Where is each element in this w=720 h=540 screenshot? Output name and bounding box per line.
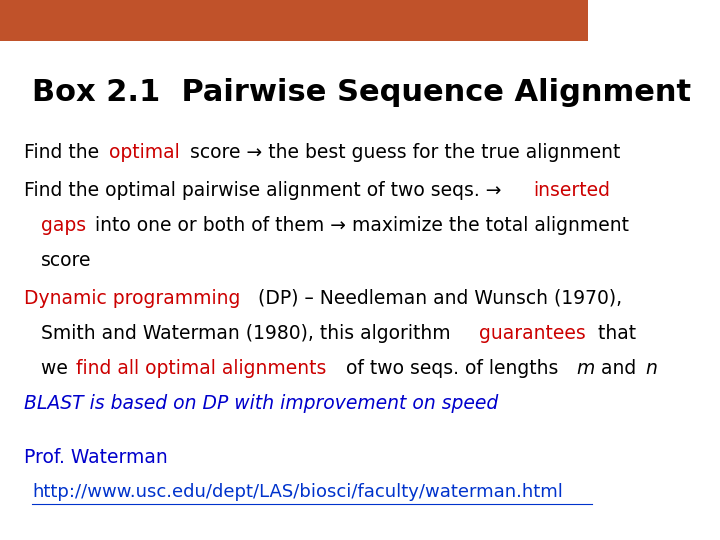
Text: n: n: [645, 359, 657, 378]
Text: that: that: [592, 324, 636, 343]
Text: guarantees: guarantees: [480, 324, 586, 343]
Text: of two seqs. of lengths: of two seqs. of lengths: [340, 359, 564, 378]
Text: Dynamic programming: Dynamic programming: [24, 289, 240, 308]
Text: inserted: inserted: [534, 181, 610, 200]
Text: into one or both of them → maximize the total alignment: into one or both of them → maximize the …: [89, 216, 629, 235]
Text: and: and: [595, 359, 643, 378]
Text: Smith and Waterman (1980), this algorithm: Smith and Waterman (1980), this algorith…: [41, 324, 456, 343]
Text: find all optimal alignments: find all optimal alignments: [76, 359, 326, 378]
FancyBboxPatch shape: [0, 0, 588, 40]
Text: Prof. Waterman: Prof. Waterman: [24, 448, 167, 467]
Text: score: score: [41, 251, 91, 270]
Text: gaps: gaps: [41, 216, 86, 235]
Text: we: we: [41, 359, 74, 378]
Text: score → the best guess for the true alignment: score → the best guess for the true alig…: [184, 143, 620, 162]
Text: Find the: Find the: [24, 143, 104, 162]
Text: Box 2.1  Pairwise Sequence Alignment: Box 2.1 Pairwise Sequence Alignment: [32, 78, 691, 107]
Text: optimal: optimal: [109, 143, 180, 162]
Text: http://www.usc.edu/dept/LAS/biosci/faculty/waterman.html: http://www.usc.edu/dept/LAS/biosci/facul…: [32, 483, 563, 501]
Text: (DP) – Needleman and Wunsch (1970),: (DP) – Needleman and Wunsch (1970),: [251, 289, 622, 308]
Text: m: m: [576, 359, 595, 378]
Text: BLAST is based on DP with improvement on speed: BLAST is based on DP with improvement on…: [24, 394, 498, 413]
Text: Find the optimal pairwise alignment of two seqs. →: Find the optimal pairwise alignment of t…: [24, 181, 507, 200]
